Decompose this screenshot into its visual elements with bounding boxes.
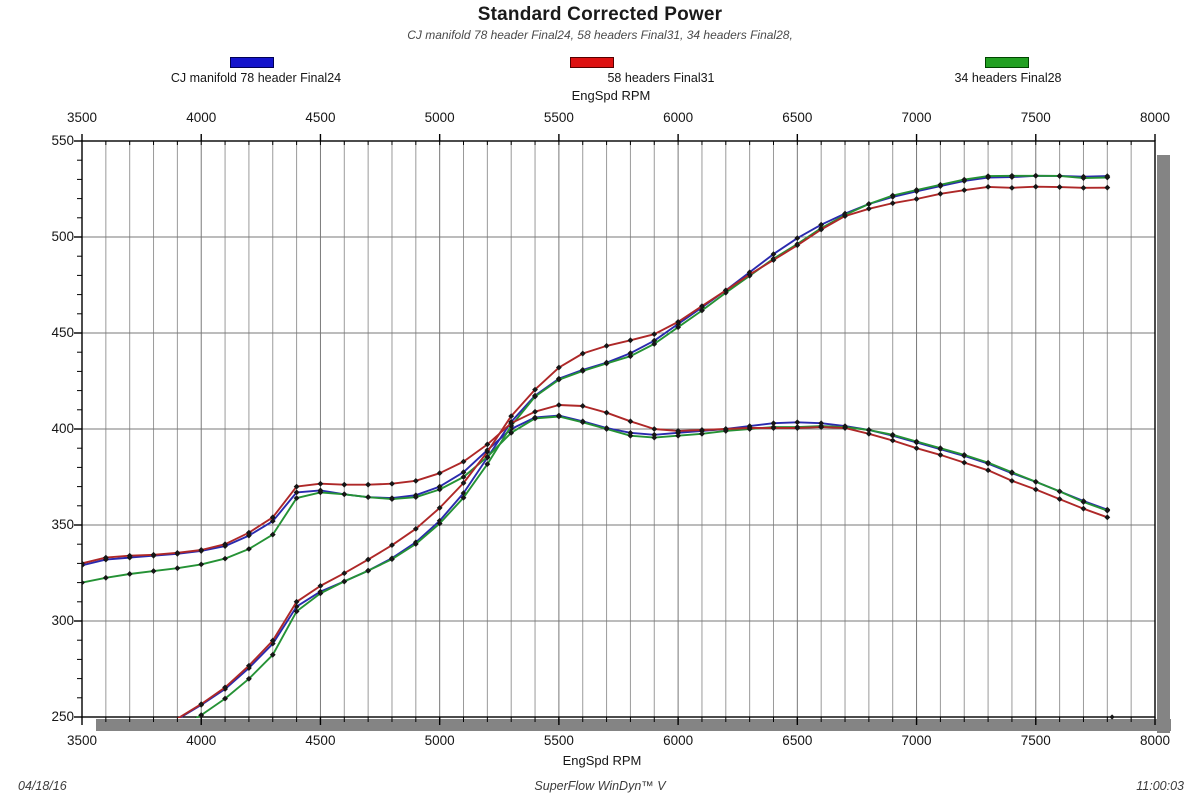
y-axis-tick-label: 500 [51, 229, 74, 244]
y-axis-tick-label: 400 [51, 421, 74, 436]
footer-app-name: SuperFlow WinDyn™ V [534, 779, 666, 793]
x-axis-tick-label-top: 7500 [1020, 110, 1051, 125]
y-axis-tick-label: 300 [51, 613, 74, 628]
x-axis-tick-label-bottom: 5000 [424, 733, 455, 748]
legend-item-34-headers: 34 headers Final28 [954, 71, 1062, 85]
y-axis-tick-label: 350 [51, 517, 74, 532]
x-axis-tick-label-bottom: 3500 [66, 733, 98, 748]
x-axis-tick-label-top: 8000 [1139, 110, 1171, 125]
x-axis-tick-label-bottom: 8000 [1139, 733, 1171, 748]
x-axis-tick-label-top: 4000 [186, 110, 217, 125]
legend-item-58-headers: 58 headers Final31 [607, 71, 715, 85]
legend-item-cj-manifold: CJ manifold 78 header Final24 [170, 71, 342, 85]
legend-swatch-red-icon [570, 57, 614, 68]
x-axis-tick-label-top: 5500 [543, 110, 574, 125]
x-axis-tick-label-bottom: 5500 [543, 733, 574, 748]
x-axis-tick-label-top: 5000 [424, 110, 455, 125]
x-axis-label-top: EngSpd RPM [571, 88, 651, 103]
x-axis-tick-label-bottom: 7000 [901, 733, 932, 748]
y-axis-tick-label: 250 [51, 709, 74, 724]
chart-title: Standard Corrected Power [477, 4, 723, 25]
legend-swatch-green-icon [985, 57, 1029, 68]
x-axis-tick-label-bottom: 4000 [186, 733, 217, 748]
x-axis-tick-label-top: 6500 [782, 110, 813, 125]
y-axis-tick-label: 450 [51, 325, 74, 340]
footer-date: 04/18/16 [18, 779, 67, 793]
legend-swatch-blue-icon [230, 57, 274, 68]
x-axis-tick-label-bottom: 6500 [782, 733, 813, 748]
x-axis-tick-label-bottom: 6000 [663, 733, 694, 748]
x-axis-tick-label-bottom: 4500 [305, 733, 336, 748]
x-axis-tick-label-top: 4500 [305, 110, 336, 125]
x-axis-tick-label-bottom: 7500 [1020, 733, 1051, 748]
x-axis-tick-label-top: 6000 [663, 110, 694, 125]
chart-subtitle: CJ manifold 78 header Final24, 58 header… [407, 28, 793, 42]
y-axis-tick-label: 550 [51, 133, 74, 148]
x-axis-tick-label-top: 7000 [901, 110, 932, 125]
x-axis-label-bottom: EngSpd RPM [562, 753, 642, 768]
x-axis-tick-label-top: 3500 [66, 110, 98, 125]
footer-time: 11:00:03 [1136, 779, 1184, 793]
